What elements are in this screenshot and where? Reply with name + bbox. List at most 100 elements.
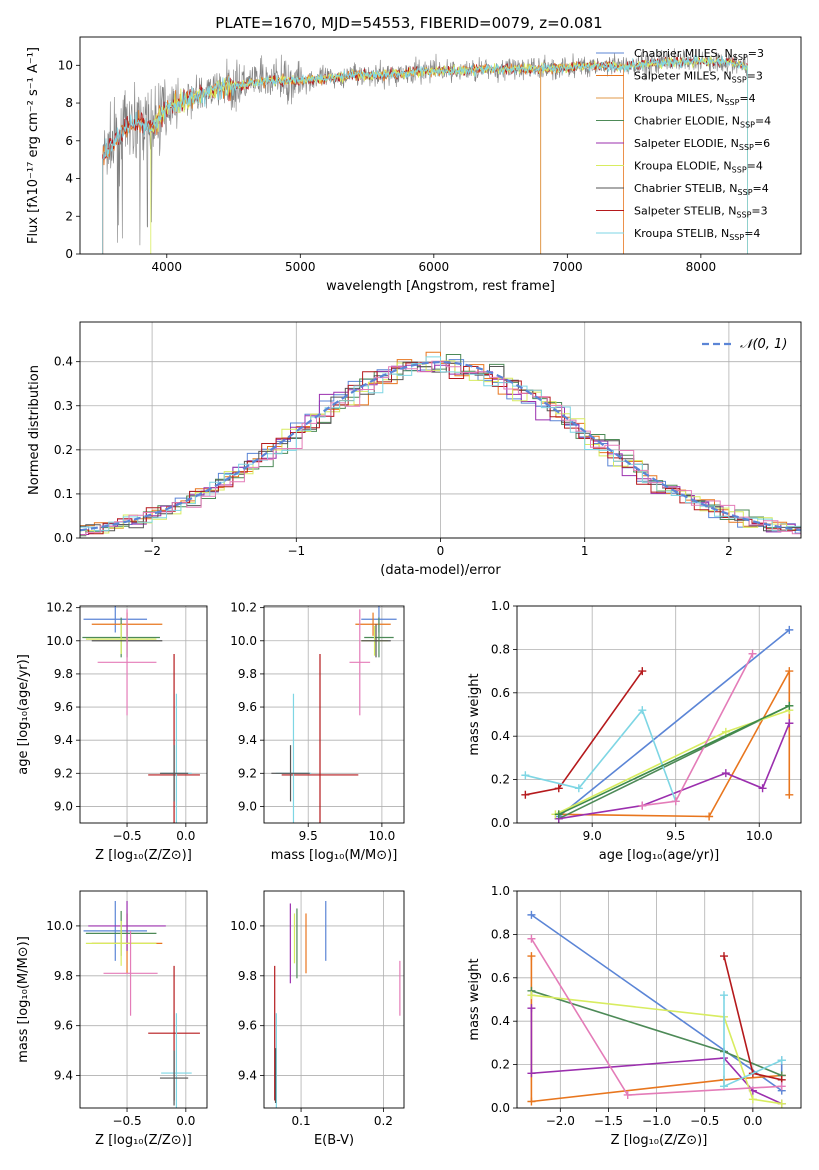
legend-value: =6 [754, 137, 770, 150]
ytick-label: 9.6 [54, 700, 73, 714]
axes-6 [260, 891, 404, 1112]
ytick-label: 10.0 [230, 919, 257, 933]
errorbar-series [271, 606, 397, 823]
legend-subscript: SSP [724, 98, 739, 107]
x-axis-label: age [log₁₀(age/yr)] [599, 848, 720, 863]
series-line [558, 629, 790, 818]
ytick-label: 6 [65, 134, 73, 148]
data-point-marker [638, 801, 647, 810]
xtick-label: 5000 [285, 260, 316, 274]
ytick-label: 0.8 [491, 642, 510, 656]
ytick-label: 4 [65, 172, 73, 186]
ytick-label: 9.6 [238, 700, 257, 714]
ytick-label: 8 [65, 96, 73, 110]
ytick-label: 0.6 [491, 686, 510, 700]
data-point-marker [574, 784, 583, 793]
legend-value: =3 [748, 47, 764, 60]
data-point-marker [719, 991, 728, 1000]
ytick-label: 9.4 [54, 733, 73, 747]
legend-subscript: SSP [732, 166, 747, 175]
legend-entry: Salpeter STELIB, NSSP=3 [634, 205, 768, 220]
ytick-label: 9.2 [238, 766, 257, 780]
data-point-marker [527, 1097, 536, 1106]
legend-entry: Kroupa MILES, NSSP=4 [634, 92, 756, 107]
axes-frame [516, 890, 802, 1109]
series-line [531, 994, 782, 1105]
legend-value: =3 [751, 205, 767, 218]
xtick-label: 8000 [686, 260, 717, 274]
ytick-label: 0.4 [491, 729, 510, 743]
y-axis-label: age [log₁₀(age/yr)] [16, 654, 31, 775]
ytick-label: 0.3 [54, 399, 73, 413]
line-series [527, 910, 786, 1108]
ytick-label: 10.2 [46, 601, 73, 615]
xtick-label: −1.0 [642, 1114, 671, 1128]
ytick-label: 10.0 [230, 634, 257, 648]
legend-entry: Chabrier MILES, NSSP=3 [634, 47, 764, 62]
legend-entry: 𝒩(0, 1) [740, 337, 787, 352]
data-point-marker [719, 952, 728, 961]
xtick-label: 0.1 [292, 1114, 311, 1128]
axes-frame [516, 605, 802, 824]
y-axis-label: Flux [fλ10⁻¹⁷ erg cm⁻² s⁻¹ A⁻¹] [26, 47, 41, 244]
xtick-label: 7000 [552, 260, 583, 274]
ytick-label: 9.4 [54, 1069, 73, 1083]
errorbar-series [82, 606, 200, 823]
y-axis-label: mass weight [467, 958, 482, 1040]
ytick-label: 0 [65, 247, 73, 261]
legend-value: =4 [747, 160, 763, 173]
data-point-marker [785, 719, 794, 728]
errorbar-series [274, 900, 401, 1108]
histogram-step-line [80, 360, 801, 536]
x-axis-label: (data-model)/error [380, 563, 501, 578]
ytick-label: 0.0 [491, 816, 510, 830]
axes-frame [79, 36, 802, 255]
ytick-label: 9.8 [54, 969, 73, 983]
legend-subscript: SSP [738, 188, 753, 197]
data-point-marker [527, 1069, 536, 1078]
data-point-marker [785, 625, 794, 634]
data-point-marker [527, 952, 536, 961]
ytick-label: 9.8 [54, 667, 73, 681]
xtick-label: −2.0 [546, 1114, 575, 1128]
spectrum-series [102, 48, 748, 254]
data-point-marker [748, 649, 757, 658]
data-point-marker [758, 784, 767, 793]
ytick-label: 9.8 [238, 969, 257, 983]
axes-frame [79, 605, 208, 824]
ytick-label: 2 [65, 209, 73, 223]
ytick-label: 0.0 [54, 531, 73, 545]
data-point-marker [554, 784, 563, 793]
xtick-label: 10.0 [369, 829, 396, 843]
ytick-label: 0.6 [491, 971, 510, 985]
xtick-label: −1.5 [594, 1114, 623, 1128]
ytick-label: 9.6 [54, 1019, 73, 1033]
histogram-step-line [80, 354, 801, 537]
data-point-marker [777, 1099, 786, 1108]
ytick-label: 9.6 [238, 1019, 257, 1033]
observed-spectrum-line [102, 48, 748, 246]
y-axis-label: mass [log₁₀(M/M⊙)] [16, 936, 31, 1063]
ytick-label: 10.0 [46, 919, 73, 933]
axes-4 [513, 605, 801, 827]
xtick-label: 9.0 [583, 829, 602, 843]
data-point-marker [785, 701, 794, 710]
data-point-marker [521, 790, 530, 799]
legend-value: =4 [755, 115, 771, 128]
y-axis-label: Normed distribution [27, 365, 42, 495]
data-point-marker [721, 769, 730, 778]
series-line [558, 670, 791, 818]
axes-3 [260, 606, 404, 827]
series-line [642, 653, 754, 807]
ytick-label: 0.8 [491, 927, 510, 941]
legend-entry: Salpeter ELODIE, NSSP=6 [634, 137, 770, 152]
ytick-label: 9.2 [54, 766, 73, 780]
data-point-marker [705, 812, 714, 821]
x-axis-label: mass [log₁₀(M/M⊙)] [271, 848, 398, 863]
xtick-label: −2 [143, 544, 161, 558]
data-point-marker [638, 667, 647, 676]
legend-value: =4 [739, 92, 755, 105]
ytick-label: 0.2 [491, 773, 510, 787]
ytick-label: 10 [58, 58, 73, 72]
